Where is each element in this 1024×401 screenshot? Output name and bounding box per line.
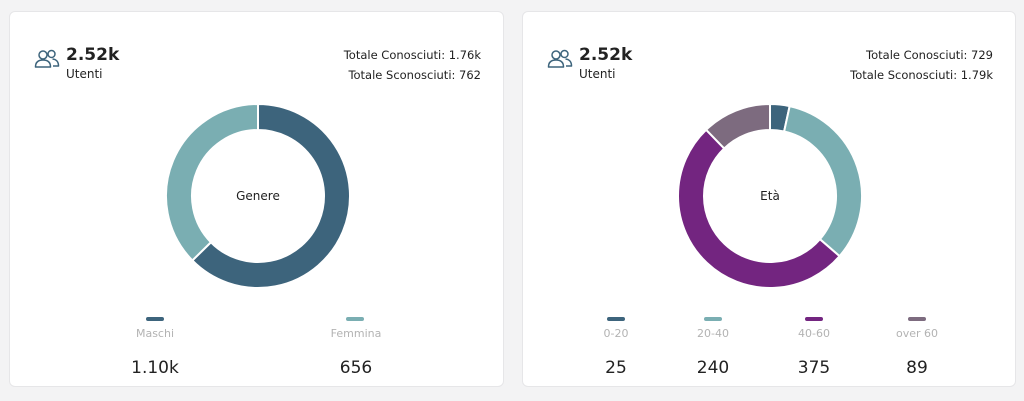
totals: Totale Conosciuti: 1.76k Totale Sconosci… <box>344 45 481 85</box>
users-icon <box>34 49 60 68</box>
unknown-total: Totale Sconosciuti: 762 <box>348 68 481 82</box>
legend-swatch-over-60 <box>908 317 926 321</box>
donut-center-label: Genere <box>236 189 280 203</box>
donut-slice-over-60[interactable] <box>704 103 771 150</box>
age-card: 2.52k Utenti Totale Conosciuti: 729 Tota… <box>522 11 1016 387</box>
users-icon <box>547 49 573 68</box>
legend-label-20-40: 20-40 <box>697 327 729 340</box>
legend-swatch-40-60 <box>805 317 823 321</box>
users-total: 2.52k <box>579 45 633 65</box>
gender-card: 2.52k Utenti Totale Conosciuti: 1.76k To… <box>9 11 504 387</box>
unknown-total: Totale Sconosciuti: 1.79k <box>850 68 993 82</box>
donut-slice-maschi[interactable] <box>190 103 351 289</box>
legend-swatch-0-20 <box>607 317 625 321</box>
legend-label-40-60: 40-60 <box>798 327 830 340</box>
legend-label-0-20: 0-20 <box>603 327 629 340</box>
gender-donut-chart <box>165 103 351 289</box>
legend-value-over-60: 89 <box>906 358 928 378</box>
legend-swatch-maschi <box>146 317 164 321</box>
users-total: 2.52k <box>66 45 120 65</box>
legend-swatch-femmina <box>346 317 364 321</box>
legend-label-maschi: Maschi <box>135 327 175 340</box>
legend-value-20-40: 240 <box>696 358 730 378</box>
legend-value-0-20: 25 <box>605 358 627 378</box>
known-total: Totale Conosciuti: 729 <box>866 48 993 62</box>
donut-slice-femmina[interactable] <box>165 103 259 262</box>
donut-center-label: Età <box>760 189 780 203</box>
donut-slice-40-60[interactable] <box>677 128 841 289</box>
known-total: Totale Conosciuti: 1.76k <box>343 48 481 62</box>
totals: Totale Conosciuti: 729 Totale Sconosciut… <box>850 45 993 85</box>
legend-label-over-60: over 60 <box>895 327 939 340</box>
legend-value-40-60: 375 <box>797 358 831 378</box>
age-donut-chart <box>677 103 863 289</box>
legend-swatch-20-40 <box>704 317 722 321</box>
users-label: Utenti <box>66 67 103 81</box>
legend-value-femmina: 656 <box>339 358 373 378</box>
legend-label-femmina: Femmina <box>330 327 382 340</box>
donut-slice-20-40[interactable] <box>782 104 863 258</box>
users-label: Utenti <box>579 67 616 81</box>
legend-value-maschi: 1.10k <box>131 358 179 378</box>
